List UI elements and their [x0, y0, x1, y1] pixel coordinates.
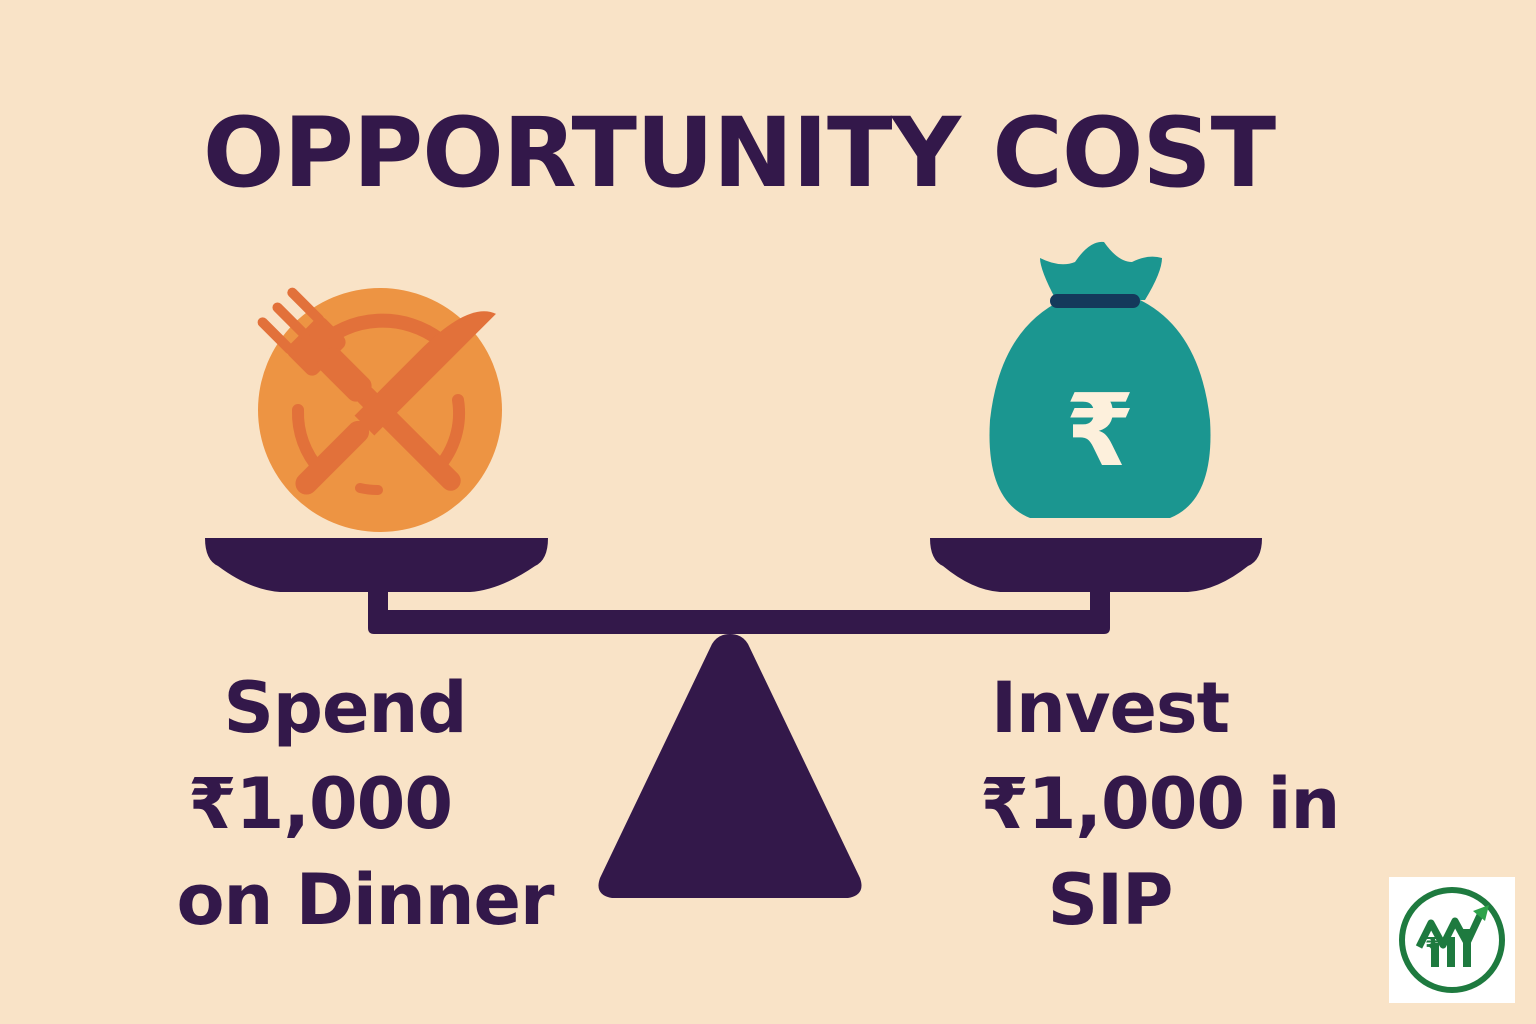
- brand-logo: ₹: [1389, 877, 1515, 1003]
- page-title: OPPORTUNITY COST: [202, 97, 1276, 209]
- invest-caption-line1: Invest: [990, 667, 1230, 749]
- scale-beam: [368, 592, 1110, 634]
- spend-caption: Spend ₹1,000 on Dinner: [130, 660, 600, 948]
- invest-caption-line2: ₹1,000 in: [980, 763, 1340, 845]
- spend-caption-line3: on Dinner: [176, 859, 554, 941]
- invest-caption-line3: SIP: [1047, 859, 1174, 941]
- svg-text:₹: ₹: [1425, 934, 1440, 959]
- scale-fulcrum: [598, 634, 862, 898]
- spend-caption-line2: ₹1,000: [187, 763, 453, 845]
- left-pan: [205, 538, 548, 592]
- spend-caption-line1: Spend: [223, 667, 468, 749]
- brand-logo-icon: ₹: [1399, 887, 1505, 993]
- rupee-symbol: ₹: [1065, 372, 1135, 489]
- invest-caption: Invest ₹1,000 in SIP: [900, 660, 1340, 948]
- money-bag-rupee-icon: ₹: [989, 241, 1211, 518]
- plate-fork-knife-icon: [257, 287, 502, 532]
- right-pan: [930, 538, 1262, 592]
